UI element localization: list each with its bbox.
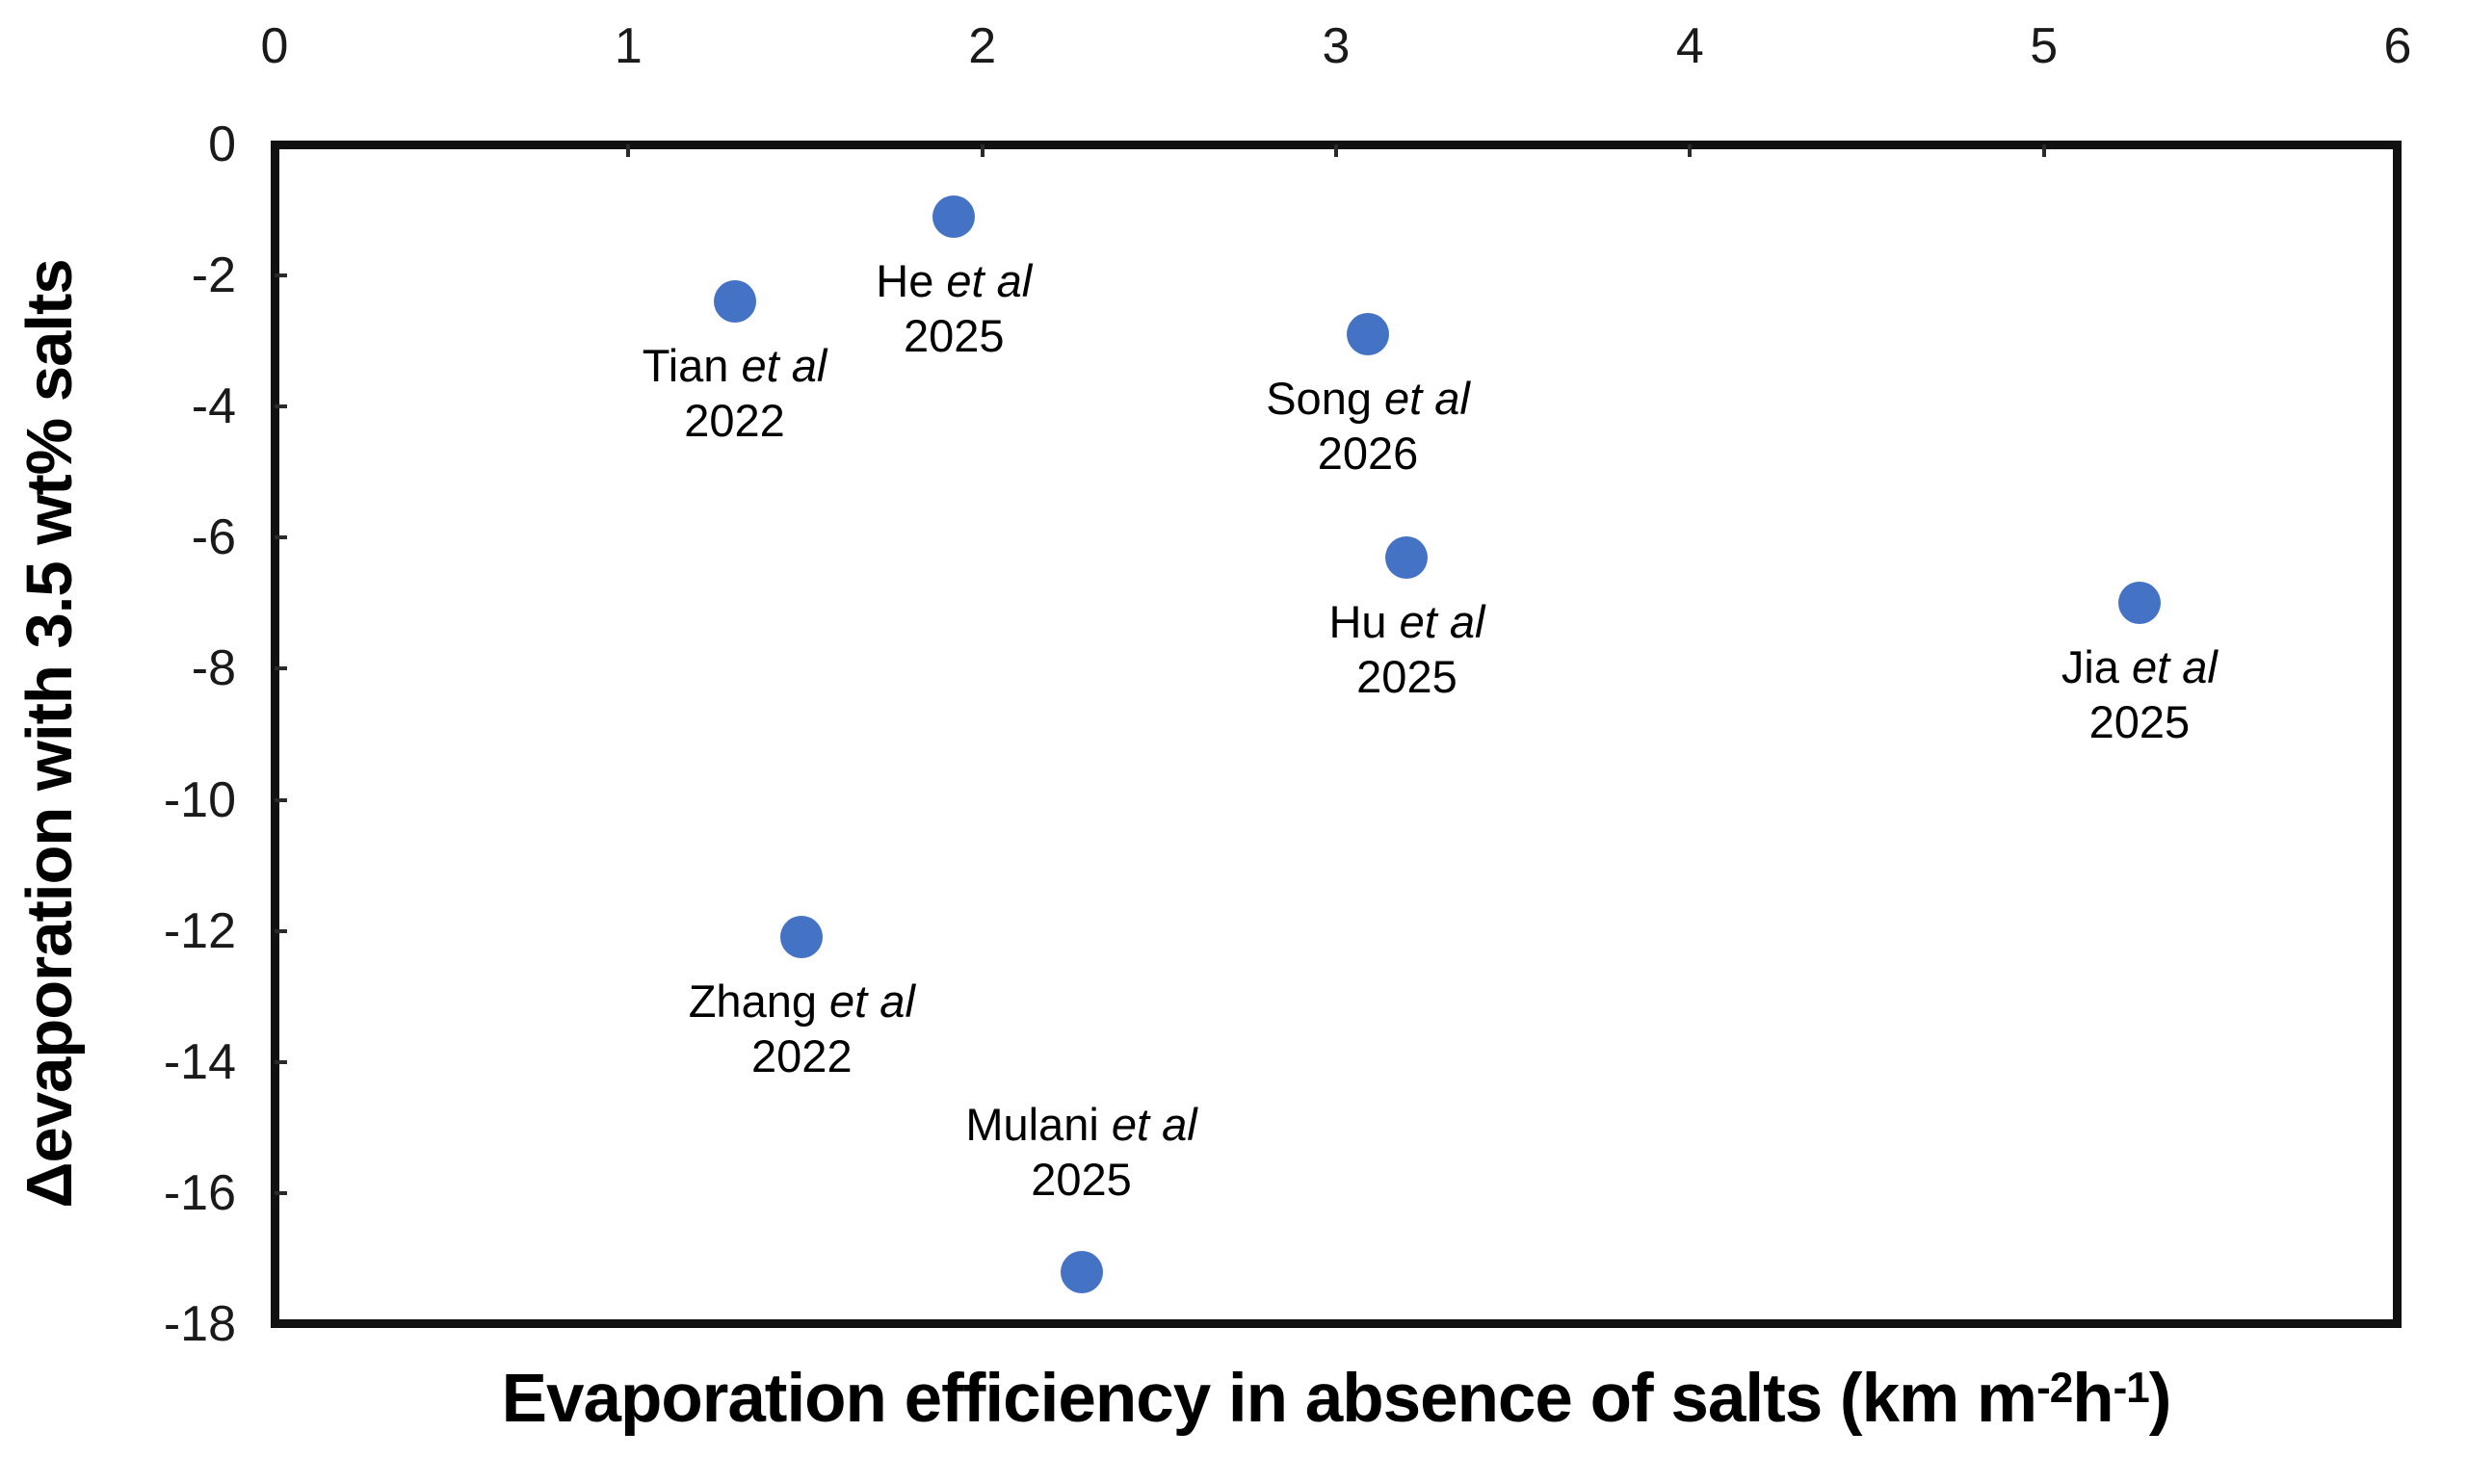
y-tick-label: -18 [163, 1296, 236, 1352]
y-axis-title: Δevaporation with 3.5 wt% salts [13, 259, 86, 1209]
x-tick-mark [1334, 144, 1338, 157]
y-tick-mark [275, 273, 287, 278]
x-tick-label: 5 [2030, 18, 2059, 74]
data-point-label: Tian et al 2022 [642, 340, 827, 447]
y-tick-label: -12 [163, 902, 236, 959]
y-tick-mark [275, 404, 287, 409]
y-tick-mark [275, 535, 287, 540]
y-tick-label: -6 [191, 509, 236, 566]
data-point [780, 916, 824, 959]
y-tick-mark [275, 1059, 287, 1064]
data-point-label: Song et al 2026 [1266, 373, 1470, 480]
y-tick-label: -10 [163, 771, 236, 828]
y-tick-label: -4 [191, 378, 236, 435]
y-tick-label: -14 [163, 1033, 236, 1090]
data-point [1347, 313, 1390, 356]
data-point [713, 280, 756, 324]
y-tick-mark [275, 666, 287, 671]
y-tick-mark [275, 928, 287, 933]
y-tick-label: -16 [163, 1164, 236, 1221]
x-tick-mark [2041, 144, 2046, 157]
y-tick-mark [275, 797, 287, 802]
data-point-label: Mulani et al 2025 [965, 1098, 1197, 1205]
data-point [1385, 535, 1429, 579]
data-point [932, 195, 976, 238]
data-point [2117, 582, 2161, 625]
x-tick-label: 2 [968, 18, 997, 74]
y-tick-label: -2 [191, 247, 236, 304]
data-point-label: He et al 2025 [876, 254, 1033, 361]
x-tick-label: 3 [1322, 18, 1351, 74]
y-tick-label: -8 [191, 640, 236, 697]
data-point-label: Hu et al 2025 [1328, 595, 1485, 702]
data-point-label: Jia et al 2025 [2061, 641, 2218, 748]
x-axis-title: Evaporation efficiency in absence of sal… [501, 1361, 2172, 1437]
x-tick-mark [1688, 144, 1693, 157]
plot-area [271, 141, 2402, 1328]
data-point-label: Zhang et al 2022 [688, 976, 915, 1082]
x-tick-label: 6 [2383, 18, 2412, 74]
x-tick-label: 0 [260, 18, 289, 74]
data-point [1060, 1250, 1103, 1293]
x-tick-mark [626, 144, 631, 157]
y-tick-label: 0 [208, 117, 236, 172]
y-tick-mark [275, 1190, 287, 1195]
x-tick-label: 4 [1675, 18, 1704, 74]
x-tick-label: 1 [614, 18, 643, 74]
x-tick-mark [980, 144, 985, 157]
